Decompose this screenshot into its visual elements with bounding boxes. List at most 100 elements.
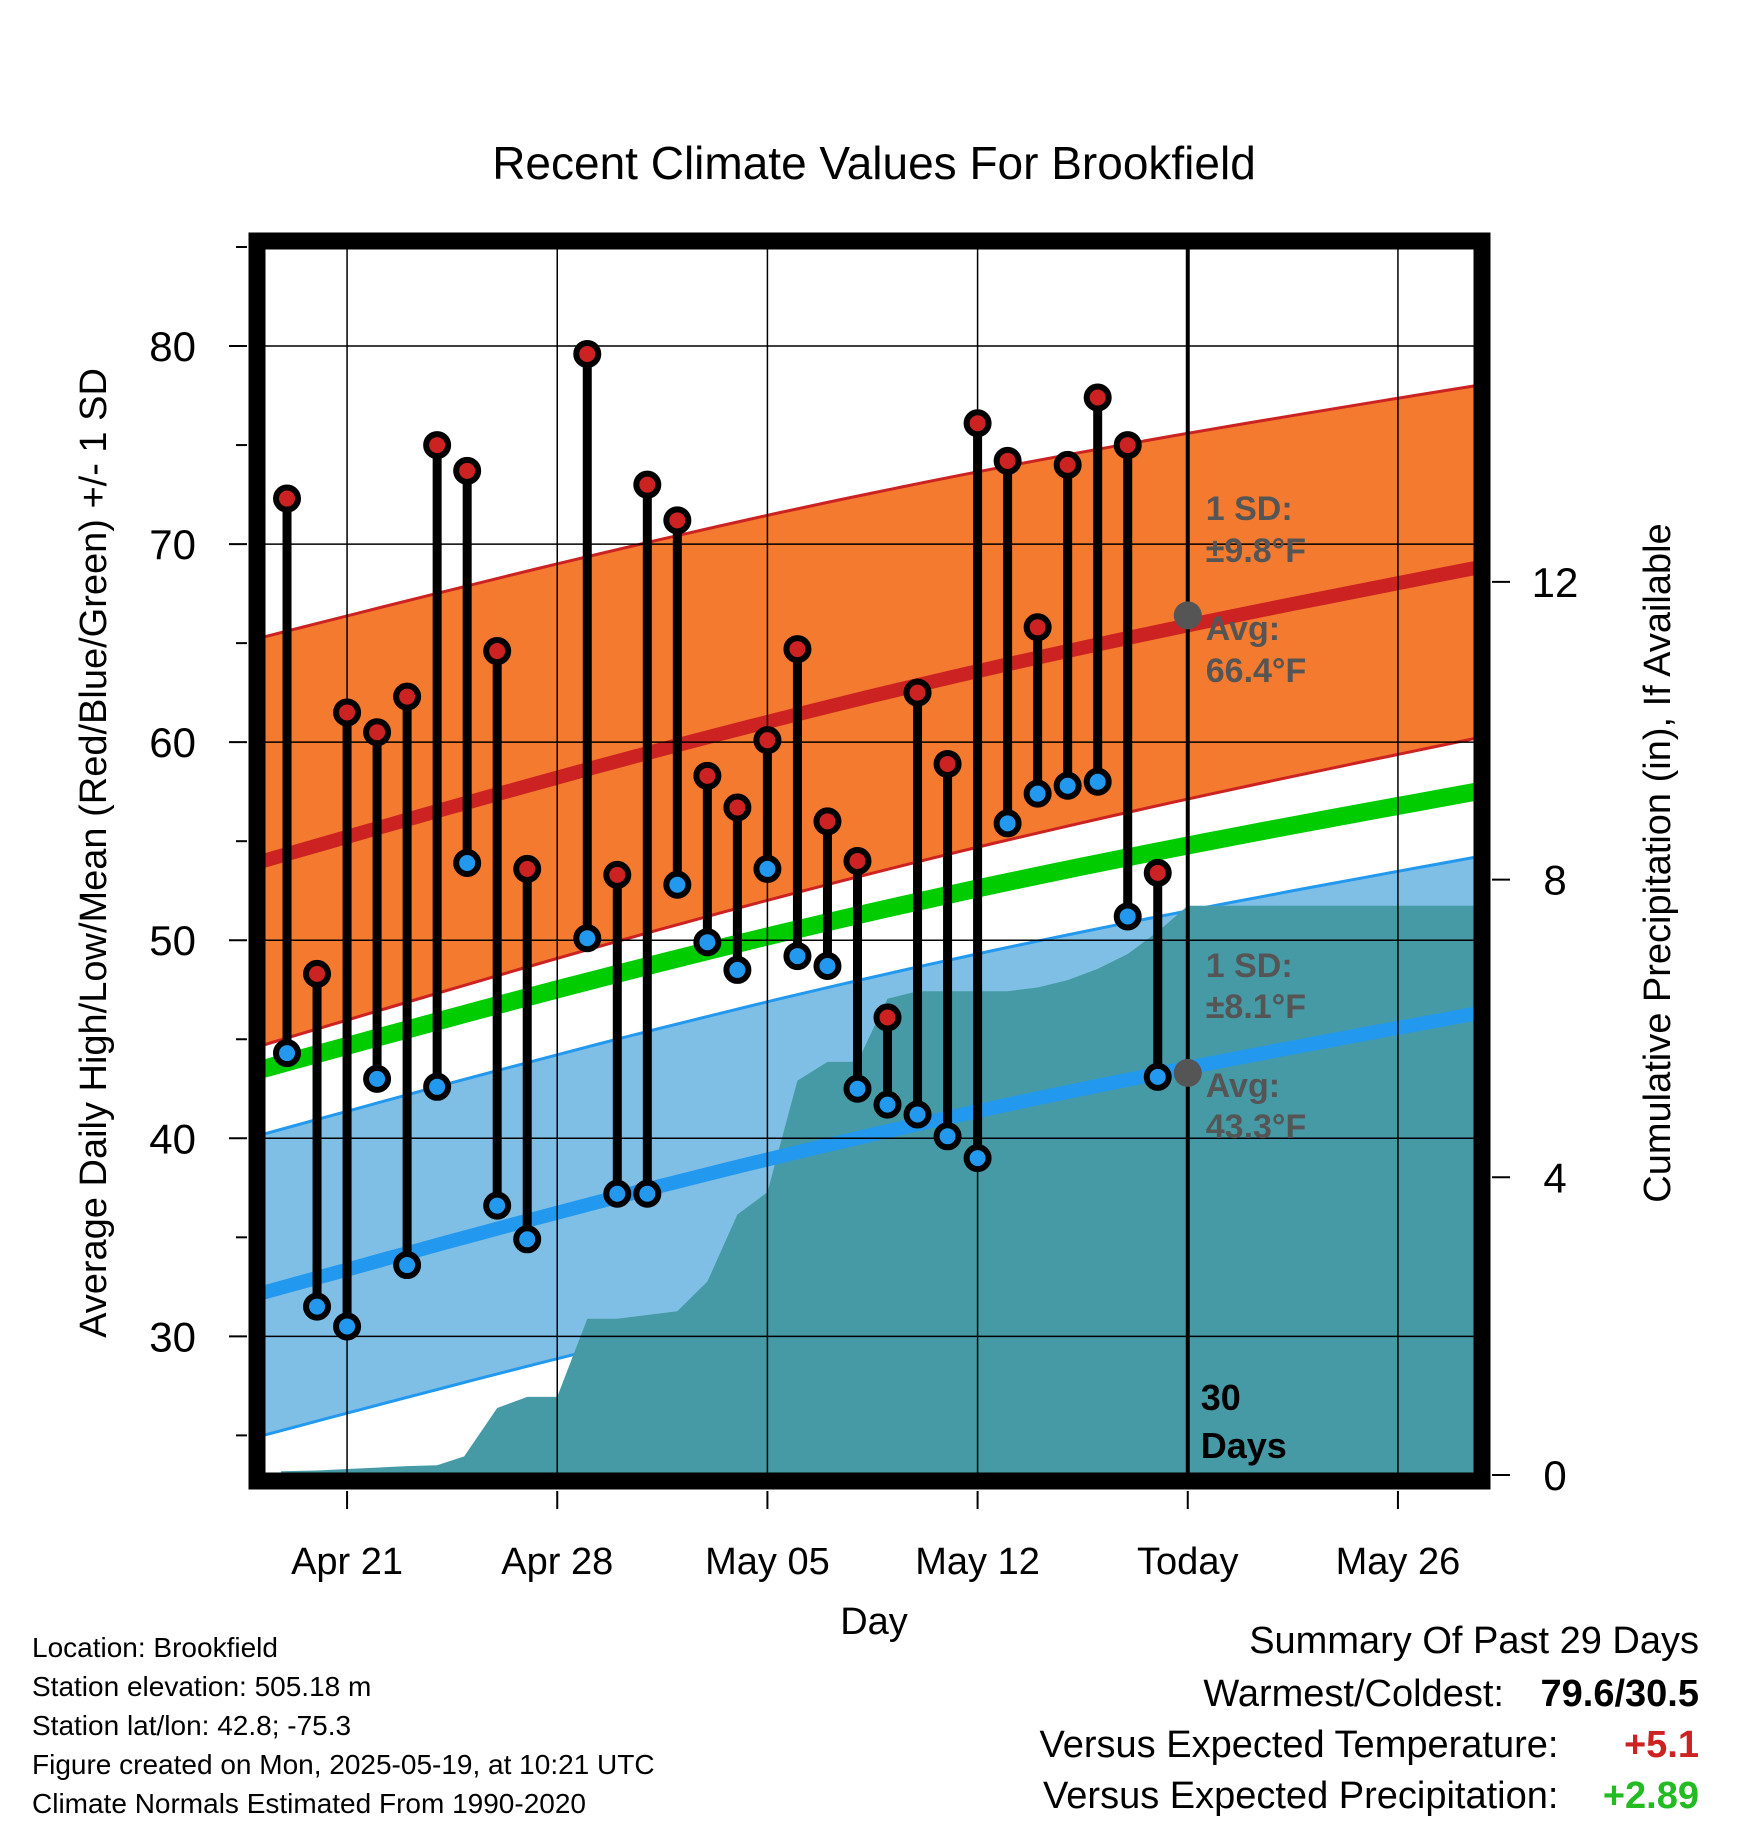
high-sd-value: ±9.8°F bbox=[1206, 532, 1306, 570]
chart-title: Recent Climate Values For Brookfield bbox=[492, 137, 1256, 189]
y-tick-label: 50 bbox=[149, 917, 196, 964]
high-avg-label: Avg: bbox=[1206, 610, 1280, 648]
x-tick-label: May 26 bbox=[1336, 1541, 1461, 1583]
summary-precip-row: Versus Expected Precipitation: +2.89 bbox=[1043, 1775, 1699, 1818]
daily-low-point bbox=[573, 924, 602, 953]
y-tick-label: 80 bbox=[149, 323, 196, 370]
summary-precip-value: +2.89 bbox=[1602, 1775, 1699, 1817]
summary-warmest-value: 79.6/30.5 bbox=[1540, 1673, 1699, 1715]
daily-high-point bbox=[1023, 613, 1052, 642]
daily-high-point bbox=[363, 718, 392, 747]
daily-low-point bbox=[393, 1251, 422, 1280]
daily-high-point bbox=[603, 860, 632, 889]
daily-low-point bbox=[603, 1179, 632, 1208]
daily-high-point bbox=[723, 793, 752, 822]
summary-temp-row: Versus Expected Temperature: +5.1 bbox=[1040, 1724, 1699, 1767]
footer-location: Location: Brookfield bbox=[32, 1632, 278, 1663]
footer-latlon: Station lat/lon: 42.8; -75.3 bbox=[32, 1710, 352, 1741]
normal-low-line bbox=[261, 1006, 1478, 1300]
daily-high-point bbox=[693, 761, 722, 790]
daily-low-point bbox=[633, 1179, 662, 1208]
daily-low-point bbox=[513, 1225, 542, 1254]
daily-high-point bbox=[843, 847, 872, 875]
today-window-label-number: 30 bbox=[1201, 1377, 1241, 1418]
y2-axis-label: Cumulative Precipitation (in), If Availa… bbox=[1637, 523, 1679, 1202]
daily-low-point bbox=[933, 1122, 962, 1151]
daily-high-point bbox=[303, 959, 332, 988]
x-axis-label: Day bbox=[840, 1601, 908, 1643]
daily-high-point bbox=[273, 484, 302, 513]
y-axis-label: Average Daily High/Low/Mean (Red/Blue/Gr… bbox=[73, 368, 115, 1338]
daily-high-point bbox=[903, 678, 932, 707]
daily-low-point bbox=[453, 848, 482, 877]
daily-high-point bbox=[393, 682, 422, 711]
daily-low-point bbox=[993, 809, 1022, 838]
daily-low-point bbox=[483, 1191, 512, 1220]
daily-high-point bbox=[513, 854, 542, 883]
summary-title: Summary Of Past 29 Days bbox=[1249, 1620, 1699, 1662]
daily-low-point bbox=[1083, 767, 1112, 796]
daily-low-point bbox=[693, 928, 722, 957]
daily-low-point bbox=[783, 942, 812, 971]
daily-high-point bbox=[993, 446, 1022, 475]
daily-high-point bbox=[963, 409, 992, 438]
low-sd-label: 1 SD: bbox=[1206, 947, 1293, 985]
daily-low-point bbox=[753, 854, 782, 883]
daily-high-point bbox=[1053, 450, 1082, 479]
daily-high-point bbox=[573, 339, 602, 368]
daily-high-point bbox=[933, 749, 962, 778]
x-tick-label: May 12 bbox=[915, 1541, 1040, 1583]
normal-mean-line bbox=[260, 782, 1478, 1078]
daily-low-point bbox=[1023, 779, 1052, 808]
daily-low-point bbox=[1143, 1062, 1172, 1091]
daily-low-point bbox=[333, 1312, 362, 1341]
daily-low-point bbox=[363, 1064, 392, 1093]
daily-high-point bbox=[753, 726, 782, 755]
daily-low-point bbox=[723, 955, 752, 984]
daily-high-point bbox=[423, 431, 452, 460]
y2-tick-label: 0 bbox=[1543, 1452, 1566, 1499]
daily-high-point bbox=[783, 635, 812, 664]
daily-low-point bbox=[423, 1072, 452, 1101]
daily-low-point bbox=[303, 1292, 332, 1321]
daily-high-point bbox=[1143, 858, 1172, 887]
daily-low-point bbox=[273, 1039, 302, 1068]
daily-low-point bbox=[663, 870, 692, 899]
low-avg-value: 43.3°F bbox=[1206, 1108, 1307, 1146]
y2-tick-label: 12 bbox=[1532, 559, 1579, 606]
daily-low-point bbox=[813, 951, 842, 980]
daily-low-point bbox=[1053, 771, 1082, 800]
x-tick-label: May 05 bbox=[705, 1541, 830, 1583]
high-sd-label: 1 SD: bbox=[1206, 490, 1293, 528]
today-window-label-unit: Days bbox=[1201, 1425, 1287, 1466]
footer-elevation: Station elevation: 505.18 m bbox=[32, 1671, 372, 1702]
summary-warmest-row: Warmest/Coldest: 79.6/30.5 bbox=[1203, 1673, 1699, 1716]
y-tick-label: 30 bbox=[149, 1313, 196, 1360]
low-sd-value: ±8.1°F bbox=[1206, 988, 1306, 1026]
x-tick-label: Apr 28 bbox=[501, 1541, 613, 1583]
footer-created: Figure created on Mon, 2025-05-19, at 10… bbox=[32, 1749, 655, 1780]
cumulative-precip-area bbox=[281, 905, 1476, 1475]
daily-high-point bbox=[663, 506, 692, 535]
x-tick-label: Apr 21 bbox=[291, 1541, 403, 1583]
daily-high-point bbox=[483, 637, 512, 666]
summary-warmest-label: Warmest/Coldest: bbox=[1203, 1673, 1504, 1715]
y2-tick-label: 8 bbox=[1543, 857, 1566, 904]
y-tick-label: 60 bbox=[149, 719, 196, 766]
today-high-avg-marker bbox=[1173, 601, 1202, 630]
x-tick-label: Today bbox=[1137, 1541, 1238, 1583]
daily-high-point bbox=[813, 807, 842, 836]
summary-temp-value: +5.1 bbox=[1623, 1724, 1699, 1766]
daily-high-point bbox=[333, 698, 362, 727]
y-tick-label: 70 bbox=[149, 521, 196, 568]
plot-frame bbox=[248, 232, 1491, 1490]
y-tick-label: 40 bbox=[149, 1115, 196, 1162]
today-low-avg-marker bbox=[1173, 1058, 1202, 1087]
daily-high-point bbox=[873, 1003, 902, 1032]
footer-normals: Climate Normals Estimated From 1990-2020 bbox=[32, 1788, 586, 1819]
daily-high-point bbox=[453, 456, 482, 485]
daily-low-point bbox=[963, 1144, 992, 1173]
daily-low-point bbox=[873, 1090, 902, 1119]
y2-tick-label: 4 bbox=[1543, 1154, 1566, 1201]
